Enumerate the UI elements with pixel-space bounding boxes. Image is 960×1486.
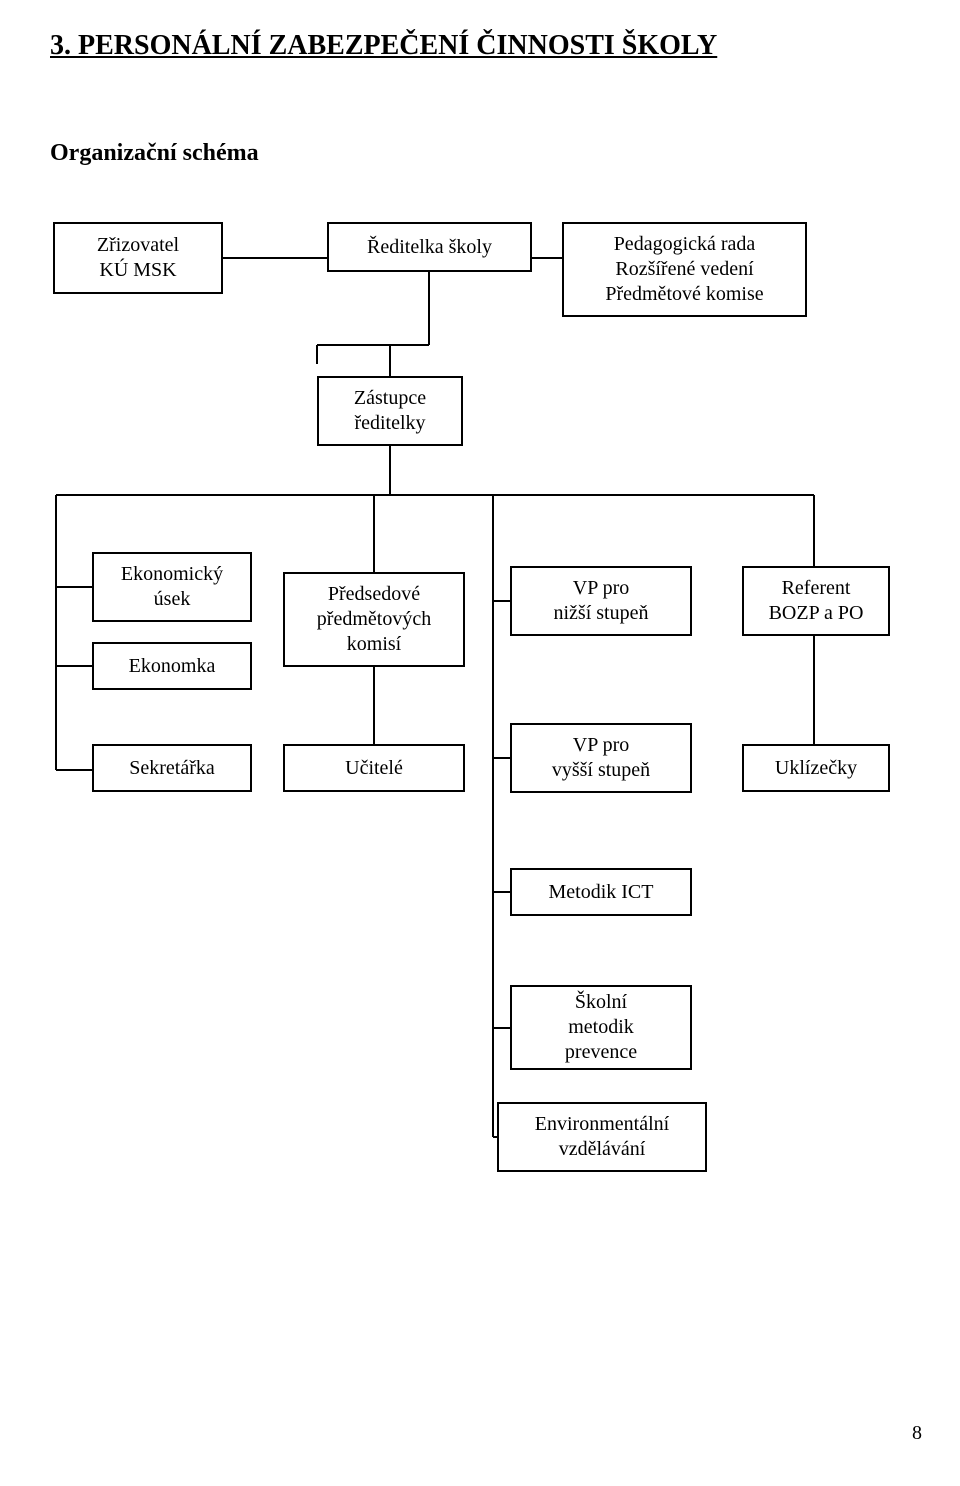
page-title: 3. PERSONÁLNÍ ZABEZPEČENÍ ČINNOSTI ŠKOLY [50, 30, 717, 62]
node-ekonomicky-usek: Ekonomickýúsek [92, 552, 252, 622]
diagram-caption: Organizační schéma [50, 140, 259, 167]
node-referent-bozp: ReferentBOZP a PO [742, 566, 890, 636]
node-skolni-metodik: Školnímetodikprevence [510, 985, 692, 1070]
node-vp-vyssi: VP provyšší stupeň [510, 723, 692, 793]
node-metodik-ict: Metodik ICT [510, 868, 692, 916]
node-pedagogicka-rada: Pedagogická radaRozšířené vedeníPředměto… [562, 222, 807, 317]
node-uklizecky: Uklízečky [742, 744, 890, 792]
page: 3. PERSONÁLNÍ ZABEZPEČENÍ ČINNOSTI ŠKOLY… [0, 0, 960, 1486]
node-ucitele: Učitelé [283, 744, 465, 792]
node-vp-nizsi: VP pronižší stupeň [510, 566, 692, 636]
node-zastupce: Zástupceředitelky [317, 376, 463, 446]
node-ekonomka: Ekonomka [92, 642, 252, 690]
page-number: 8 [912, 1422, 922, 1445]
node-sekretarka: Sekretářka [92, 744, 252, 792]
node-zrizovatel: ZřizovatelKÚ MSK [53, 222, 223, 294]
node-environmentalni: Environmentálnívzdělávání [497, 1102, 707, 1172]
node-predsedove-komisi: Předsedovépředmětovýchkomisí [283, 572, 465, 667]
node-reditelka: Ředitelka školy [327, 222, 532, 272]
